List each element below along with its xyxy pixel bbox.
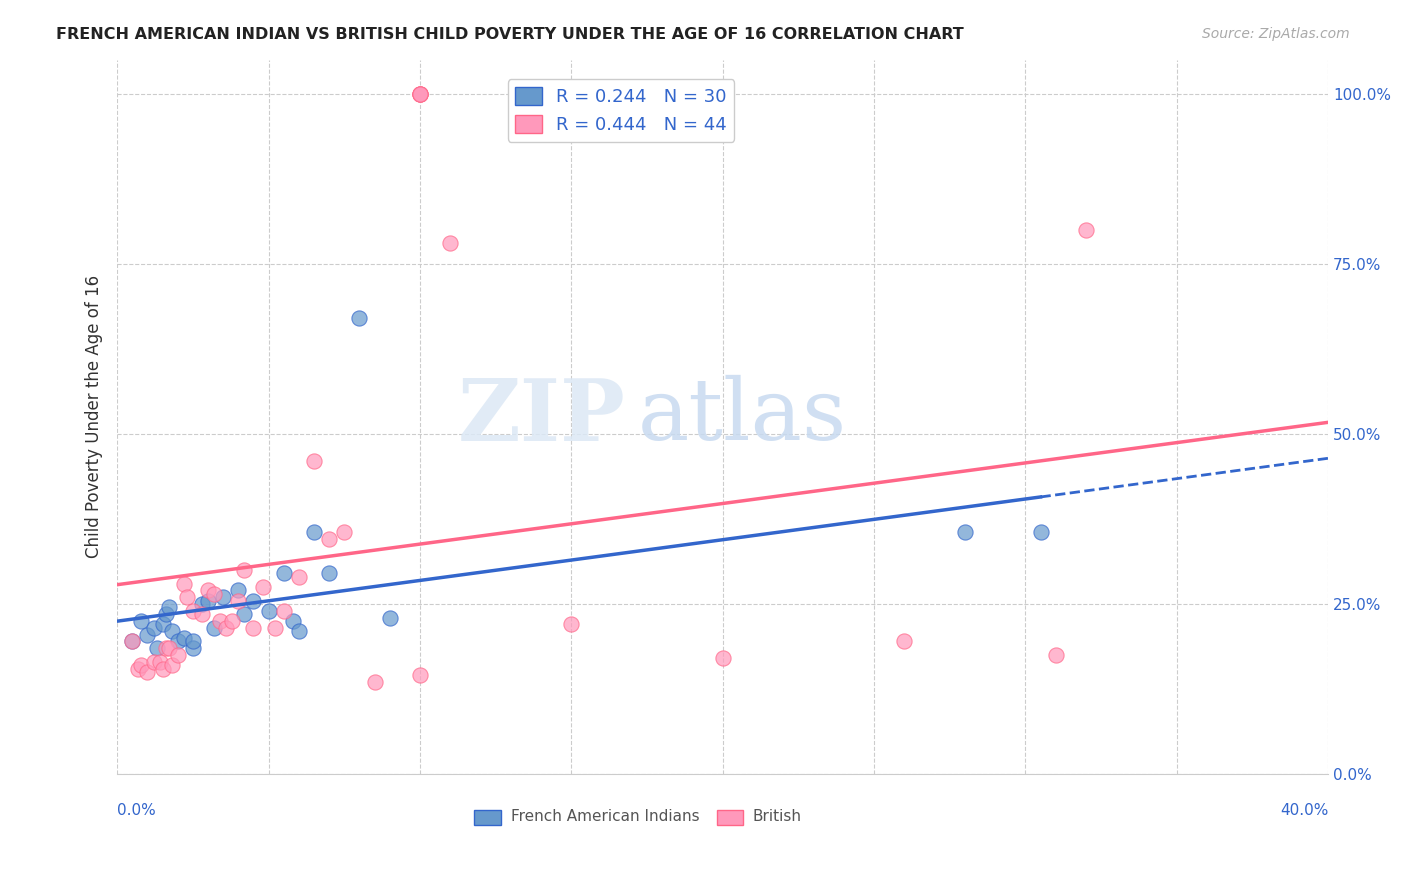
- Point: [257, 604, 280, 618]
- Point: [181, 641, 204, 656]
- Point: [121, 634, 143, 648]
- Point: [152, 662, 174, 676]
- Point: [166, 634, 188, 648]
- Point: [191, 597, 214, 611]
- Point: [560, 617, 582, 632]
- Point: [302, 525, 325, 540]
- Point: [281, 614, 304, 628]
- Point: [409, 668, 432, 682]
- Point: [711, 651, 734, 665]
- Point: [1045, 648, 1067, 662]
- Point: [155, 641, 177, 656]
- Point: [409, 87, 432, 101]
- Point: [152, 617, 174, 632]
- Point: [212, 590, 235, 604]
- Point: [378, 610, 401, 624]
- Point: [409, 87, 432, 101]
- Point: [318, 533, 340, 547]
- Point: [242, 621, 264, 635]
- Point: [148, 655, 170, 669]
- Point: [160, 658, 183, 673]
- Point: [226, 583, 249, 598]
- Point: [142, 621, 165, 635]
- Point: [202, 587, 225, 601]
- Point: [953, 525, 976, 540]
- Point: [121, 634, 143, 648]
- Y-axis label: Child Poverty Under the Age of 16: Child Poverty Under the Age of 16: [86, 276, 103, 558]
- FancyBboxPatch shape: [474, 810, 501, 825]
- Point: [263, 621, 285, 635]
- Point: [318, 566, 340, 581]
- Point: [155, 607, 177, 621]
- FancyBboxPatch shape: [717, 810, 744, 825]
- Text: British: British: [754, 809, 801, 824]
- Point: [233, 563, 256, 577]
- Text: Source: ZipAtlas.com: Source: ZipAtlas.com: [1202, 27, 1350, 41]
- Point: [145, 641, 167, 656]
- Point: [349, 311, 371, 326]
- Point: [197, 593, 219, 607]
- Point: [288, 624, 311, 639]
- Legend: R = 0.244   N = 30, R = 0.444   N = 44: R = 0.244 N = 30, R = 0.444 N = 44: [508, 79, 734, 142]
- Point: [233, 607, 256, 621]
- Point: [136, 665, 159, 679]
- Point: [893, 634, 915, 648]
- Point: [173, 576, 195, 591]
- Point: [273, 566, 295, 581]
- Point: [409, 87, 432, 101]
- Point: [288, 570, 311, 584]
- Text: atlas: atlas: [638, 376, 846, 458]
- Point: [1074, 223, 1097, 237]
- Point: [226, 593, 249, 607]
- Point: [136, 627, 159, 641]
- Point: [209, 614, 232, 628]
- Point: [1029, 525, 1052, 540]
- Point: [157, 600, 180, 615]
- Text: FRENCH AMERICAN INDIAN VS BRITISH CHILD POVERTY UNDER THE AGE OF 16 CORRELATION : FRENCH AMERICAN INDIAN VS BRITISH CHILD …: [56, 27, 965, 42]
- Text: 40.0%: 40.0%: [1279, 803, 1329, 818]
- Point: [363, 675, 385, 690]
- Point: [142, 655, 165, 669]
- Point: [302, 454, 325, 468]
- Point: [439, 236, 461, 251]
- Point: [409, 87, 432, 101]
- Point: [127, 662, 149, 676]
- Point: [157, 641, 180, 656]
- Point: [197, 583, 219, 598]
- Point: [181, 604, 204, 618]
- Point: [273, 604, 295, 618]
- Point: [181, 634, 204, 648]
- Point: [221, 614, 243, 628]
- Point: [160, 624, 183, 639]
- Text: ZIP: ZIP: [458, 375, 626, 458]
- Point: [176, 590, 198, 604]
- Point: [131, 658, 153, 673]
- Point: [202, 621, 225, 635]
- Point: [215, 621, 238, 635]
- Text: 0.0%: 0.0%: [117, 803, 156, 818]
- Point: [166, 648, 188, 662]
- Point: [242, 593, 264, 607]
- Point: [191, 607, 214, 621]
- Point: [333, 525, 356, 540]
- Point: [252, 580, 274, 594]
- Point: [131, 614, 153, 628]
- Text: French American Indians: French American Indians: [510, 809, 699, 824]
- Point: [173, 631, 195, 645]
